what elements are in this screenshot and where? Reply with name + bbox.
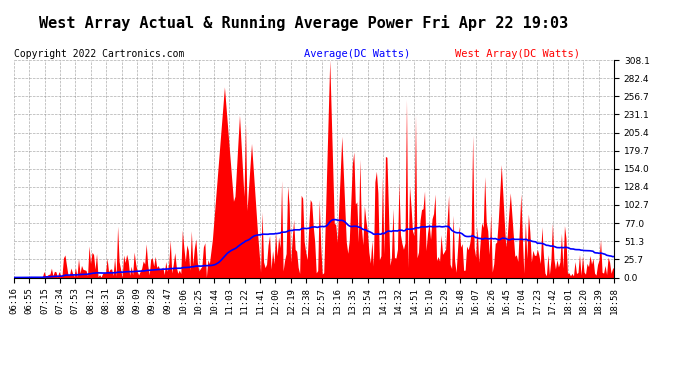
- Text: Copyright 2022 Cartronics.com: Copyright 2022 Cartronics.com: [14, 49, 184, 59]
- Text: West Array(DC Watts): West Array(DC Watts): [455, 49, 580, 59]
- Text: Average(DC Watts): Average(DC Watts): [304, 49, 410, 59]
- Text: West Array Actual & Running Average Power Fri Apr 22 19:03: West Array Actual & Running Average Powe…: [39, 15, 569, 31]
